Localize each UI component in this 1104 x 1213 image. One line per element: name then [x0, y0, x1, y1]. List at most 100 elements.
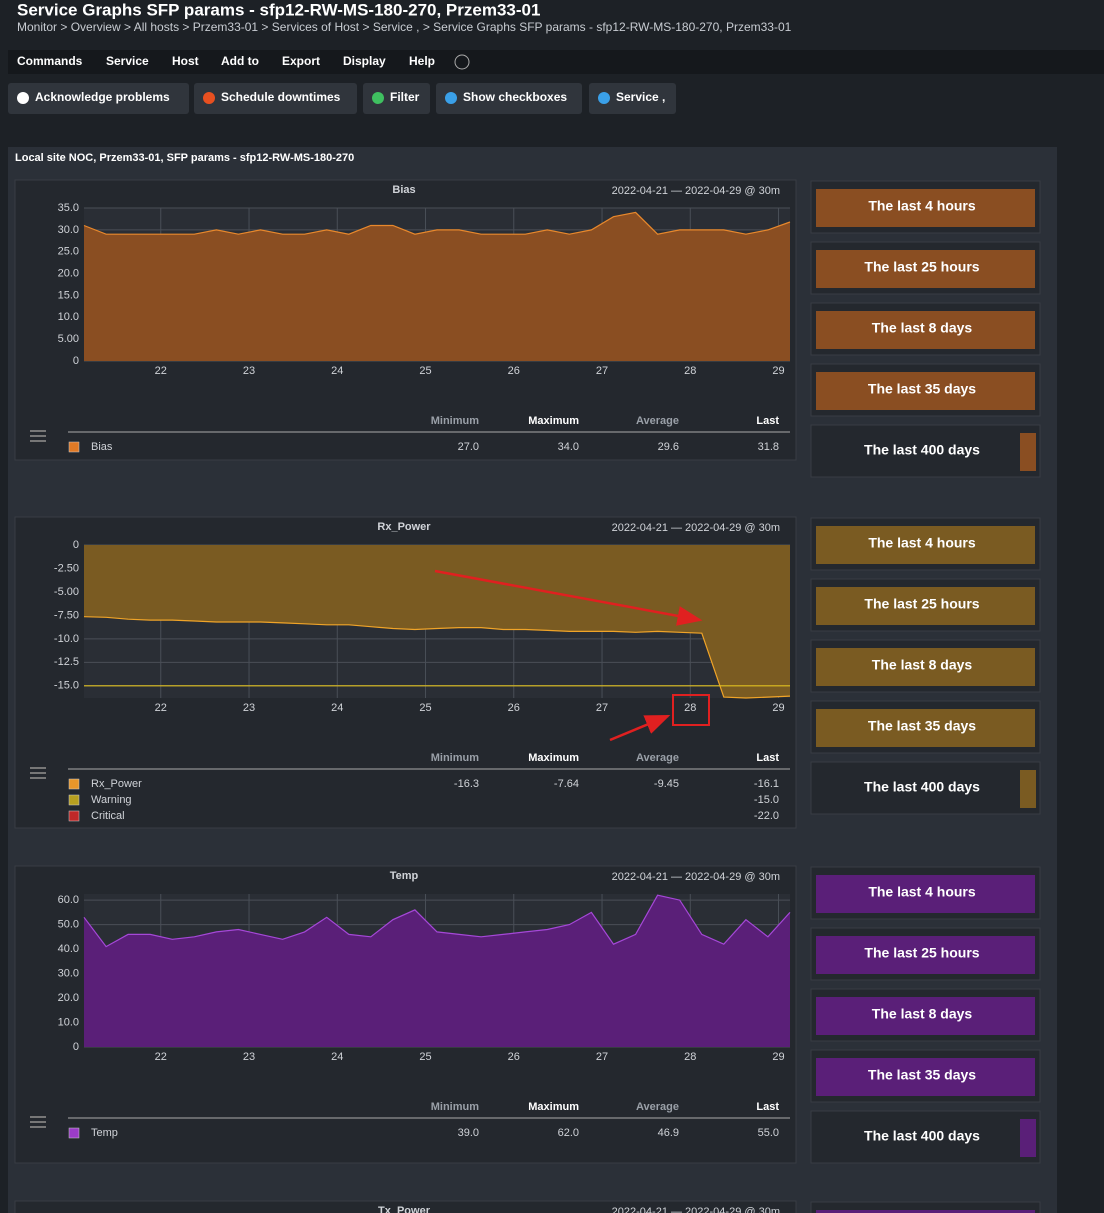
- thumbnail[interactable]: [810, 1201, 1041, 1213]
- legend-header: Minimum: [431, 415, 479, 427]
- x-tick-label: 26: [508, 1051, 520, 1063]
- y-tick-label: 0: [73, 539, 79, 551]
- thumbnail-label[interactable]: The last 400 days: [864, 1128, 980, 1144]
- line: [83, 616, 791, 699]
- legend-swatch: [68, 441, 80, 453]
- line: [83, 211, 791, 235]
- button[interactable]: [436, 83, 582, 114]
- y-tick-label: 50.0: [58, 919, 79, 931]
- legend-value: -22.0: [754, 810, 779, 822]
- thumbnail-graph: [816, 250, 1035, 288]
- x-tick-label: 22: [155, 702, 167, 714]
- graph-title: Rx_Power: [377, 521, 431, 533]
- x-tick-label: 28: [684, 365, 696, 377]
- line: [83, 894, 791, 948]
- thumbnail-label[interactable]: The last 400 days: [864, 779, 980, 795]
- thumbnail-label[interactable]: The last 25 hours: [864, 945, 979, 961]
- menu-collapse[interactable]: [454, 54, 470, 70]
- menu-item[interactable]: Help: [409, 54, 435, 68]
- x-tick-label: 29: [772, 365, 784, 377]
- thumbnail[interactable]: [810, 761, 1041, 815]
- thumbnail[interactable]: [810, 424, 1041, 478]
- thumbnail-label[interactable]: The last 35 days: [868, 1067, 976, 1083]
- menu-item[interactable]: Host: [172, 54, 199, 68]
- y-tick-label: 5.00: [58, 333, 79, 345]
- thumbnail-label[interactable]: The last 8 days: [872, 657, 973, 673]
- thumbnail-graph: [816, 1210, 1035, 1213]
- legend-header: Maximum: [528, 752, 579, 764]
- thumbnail-label[interactable]: The last 4 hours: [868, 884, 976, 900]
- button-label[interactable]: Service ,: [616, 90, 665, 104]
- legend-header: Last: [756, 415, 779, 427]
- y-tick-label: 30.0: [58, 967, 79, 979]
- thumbnail-label[interactable]: The last 35 days: [868, 381, 976, 397]
- menu-item[interactable]: Commands: [17, 54, 83, 68]
- y-tick-label: -2.50: [54, 562, 79, 574]
- legend-header: Last: [756, 752, 779, 764]
- button-label[interactable]: Show checkboxes: [463, 90, 567, 104]
- thumbnail-label[interactable]: The last 8 days: [872, 1006, 973, 1022]
- legend-swatch: [68, 810, 80, 822]
- x-tick-label: 27: [596, 702, 608, 714]
- legend-header: Average: [636, 752, 679, 764]
- menu-bar: [8, 50, 1104, 74]
- thumbnail-label[interactable]: The last 8 days: [872, 320, 973, 336]
- thumbnail-label[interactable]: The last 400 days: [864, 442, 980, 458]
- graph-range: 2022-04-21 — 2022-04-29 @ 30m: [612, 185, 780, 197]
- y-tick-label: 40.0: [58, 943, 79, 955]
- thumbnail-label[interactable]: The last 35 days: [868, 718, 976, 734]
- x-tick-label: 29: [772, 702, 784, 714]
- legend-swatch: [68, 794, 80, 806]
- thumbnail-graph: [1020, 433, 1036, 471]
- x-tick-label: 25: [419, 1051, 431, 1063]
- graph-box: [14, 1200, 797, 1213]
- menu-item[interactable]: Service: [106, 54, 149, 68]
- button-icon: [372, 92, 384, 104]
- y-tick-label: 0: [73, 355, 79, 367]
- graph-range: 2022-04-21 — 2022-04-29 @ 30m: [612, 522, 780, 534]
- legend-header: Average: [636, 1101, 679, 1113]
- button-label[interactable]: Filter: [390, 90, 420, 104]
- legend-value: 46.9: [658, 1127, 679, 1139]
- x-tick-label: 22: [155, 1051, 167, 1063]
- button-label[interactable]: Acknowledge problems: [35, 90, 170, 104]
- legend-header: Minimum: [431, 1101, 479, 1113]
- x-tick-label: 23: [243, 702, 255, 714]
- legend-value: 39.0: [458, 1127, 479, 1139]
- button[interactable]: [194, 83, 357, 114]
- x-tick-label: 25: [419, 365, 431, 377]
- breadcrumb: Monitor > Overview > All hosts > Przem33…: [17, 20, 792, 34]
- x-tick-label: 26: [508, 365, 520, 377]
- menu-item[interactable]: Add to: [221, 54, 259, 68]
- legend-value: 55.0: [758, 1127, 779, 1139]
- arrow: [434, 569, 703, 626]
- y-tick-label: -15.0: [54, 680, 79, 692]
- thumbnail-label[interactable]: The last 25 hours: [864, 259, 979, 275]
- thumbnail-label[interactable]: The last 25 hours: [864, 596, 979, 612]
- y-tick-label: -5.00: [54, 586, 79, 598]
- button[interactable]: [589, 83, 676, 114]
- thumbnail-graph: [816, 526, 1035, 564]
- legend-name: Temp: [91, 1127, 118, 1139]
- button-label[interactable]: Schedule downtimes: [221, 90, 341, 104]
- x-tick-label: 24: [331, 1051, 343, 1063]
- menu-item[interactable]: Export: [282, 54, 320, 68]
- area: [84, 895, 790, 1047]
- y-tick-label: -7.50: [54, 609, 79, 621]
- button[interactable]: [8, 83, 189, 114]
- thumbnail-graph: [816, 709, 1035, 747]
- thumbnail[interactable]: [810, 1110, 1041, 1164]
- legend-header: Last: [756, 1101, 779, 1113]
- thumbnail-label[interactable]: The last 4 hours: [868, 535, 976, 551]
- x-tick-label: 24: [331, 365, 343, 377]
- legend-name: Critical: [91, 810, 125, 822]
- button[interactable]: [363, 83, 430, 114]
- y-tick-label: 60.0: [58, 894, 79, 906]
- legend-value: 62.0: [558, 1127, 579, 1139]
- y-tick-label: 20.0: [58, 992, 79, 1004]
- x-tick-label: 27: [596, 1051, 608, 1063]
- y-tick-label: 10.0: [58, 1016, 79, 1028]
- thumbnail-label[interactable]: The last 4 hours: [868, 198, 976, 214]
- legend-header: Maximum: [528, 415, 579, 427]
- menu-item[interactable]: Display: [343, 54, 386, 68]
